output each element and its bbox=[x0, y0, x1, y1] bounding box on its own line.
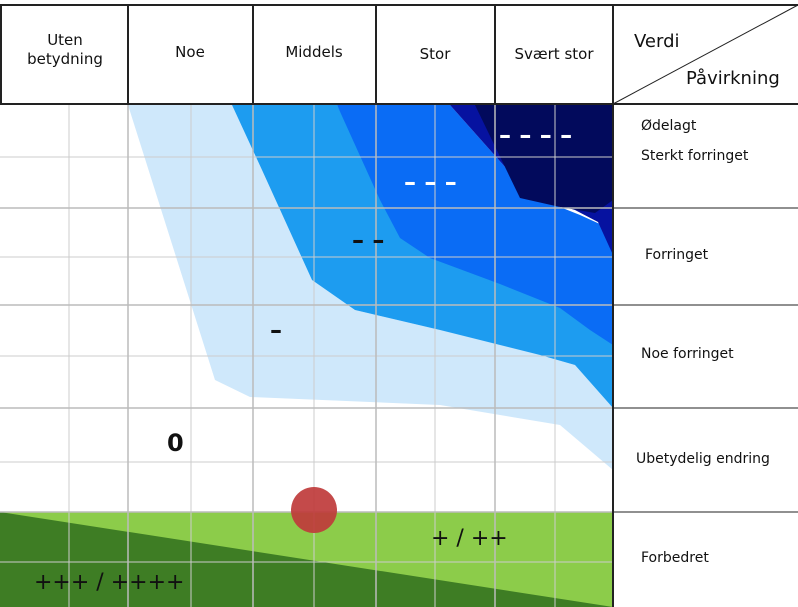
zone-dark-green bbox=[0, 512, 613, 607]
symbol-triple-minus: – – – bbox=[404, 168, 457, 196]
col-header-uten-line2: betydning bbox=[27, 50, 103, 68]
row-label-borders bbox=[613, 207, 798, 513]
col-header-middels: Middels bbox=[285, 43, 343, 61]
zone-very-light-blue bbox=[128, 105, 613, 470]
col-header-svaert-stor: Svært stor bbox=[515, 45, 595, 63]
symbol-triple-plus: +++ / ++++ bbox=[34, 570, 184, 595]
corner-pavirkning: Påvirkning bbox=[686, 68, 780, 89]
row-label-forbedret: Forbedret bbox=[641, 550, 709, 566]
row-label-noe-forringet: Noe forringet bbox=[641, 346, 734, 362]
row-label-sterkt-forringet: Sterkt forringet bbox=[641, 148, 749, 164]
col-header-noe: Noe bbox=[175, 43, 205, 61]
col-header-uten: Uten bbox=[47, 31, 83, 49]
symbol-quad-minus: – – – – bbox=[499, 121, 572, 149]
zone-navy bbox=[475, 105, 613, 213]
zone-blue bbox=[337, 105, 613, 345]
corner-verdi: Verdi bbox=[634, 31, 680, 52]
symbol-minus: – bbox=[270, 316, 282, 344]
grid bbox=[0, 105, 613, 607]
symbol-zero: 0 bbox=[167, 429, 184, 457]
row-label-ubetydelig-endring: Ubetydelig endring bbox=[636, 451, 770, 467]
assessment-marker bbox=[291, 487, 337, 533]
col-header-stor: Stor bbox=[420, 45, 452, 63]
row-label-odelagt: Ødelagt bbox=[641, 118, 697, 134]
symbol-double-minus: – – bbox=[352, 226, 384, 254]
symbol-plus: + / ++ bbox=[431, 526, 508, 551]
row-label-forringet: Forringet bbox=[645, 247, 709, 263]
header-borders bbox=[0, 4, 798, 607]
